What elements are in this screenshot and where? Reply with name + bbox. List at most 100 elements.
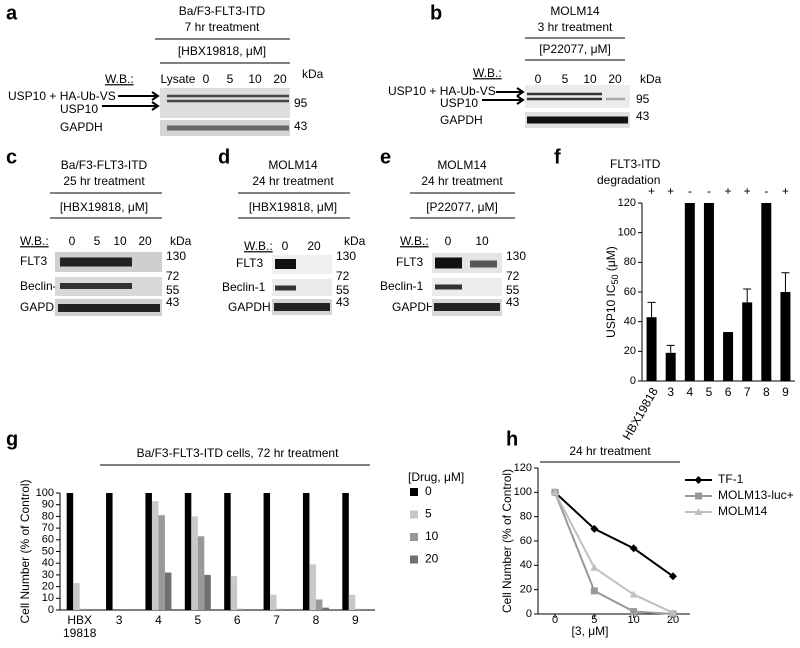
bar [348,594,356,610]
marker: 43 [336,295,350,309]
x-tick-label: HBX 19818 [63,614,97,640]
line [554,491,674,578]
row-label: FLT3 [396,255,423,269]
bar [742,302,753,381]
y-tick-label: 100 [36,487,54,499]
blot-panel-e: e MOLM14 24 hr treatment [P22077, μM] W.… [380,146,526,316]
line [554,491,674,614]
x-tick-label-box: 9 [352,614,359,627]
point [629,590,638,598]
annotation: FLT3-ITD [610,157,661,171]
panel-letter: c [6,146,17,168]
legend-marker [694,508,703,515]
x-tick-label-box: 8 [313,614,320,627]
bar [158,515,165,610]
y-tick-label: 20 [624,345,636,357]
marker: 72 [506,269,520,283]
wb: W.B.: [244,239,273,253]
marker: 72 [336,269,350,283]
panel-letter: h [506,428,518,450]
error-bar [647,301,656,318]
bar [322,607,329,610]
row-label: USP10 [440,96,478,110]
x-tick-label-box: 6 [234,614,241,627]
kda: kDa [640,72,662,86]
bar [723,332,734,381]
row-label: Beclin-1 [380,279,424,293]
sign: + [725,184,732,198]
bar [184,493,192,610]
legend-label: MOLM13-luc+ [718,488,794,502]
panel-letter: f [554,146,561,168]
lane: 0 [535,72,542,86]
legend-swatch [410,533,418,541]
x-tick-label: 4 [686,385,693,399]
x-tick-label-box: 4 [155,614,162,627]
panel-letter: g [6,428,18,450]
y-tick-label: 0 [630,375,636,387]
legend-label: 5 [425,507,432,521]
lane: 5 [562,72,569,86]
y-tick-label: 0 [526,608,532,620]
marker: 55 [506,283,520,297]
y-tick-label: 60 [520,535,532,547]
bar [703,203,714,381]
x-tick-label: HBX19818 [620,385,661,443]
row-label: GAPDH [228,300,271,314]
y-tick-label: 40 [624,316,636,328]
row-label: Beclin-1 [222,280,266,294]
x-tick-label: 5 [706,385,713,399]
band [167,94,289,103]
row-label: USP10 + HA-Ub-VS [8,89,116,103]
treatment: 7 hr treatment [185,20,260,34]
y-tick-label: 100 [618,227,636,239]
blot-panel-c: c Ba/F3-FLT3-ITD 25 hr treatment [HBX198… [6,146,192,316]
lane: 10 [583,72,597,86]
row-label: USP10 + HA-Ub-VS [388,84,496,98]
bar [761,203,772,381]
treatment: 25 hr treatment [63,174,145,188]
wb: W.B.: [105,72,134,86]
y-tick-label: 60 [624,286,636,298]
bar [263,493,271,610]
lane: 10 [248,72,262,86]
x-tick-label: 3 [115,614,123,627]
x-tick-label: 5 [591,614,597,626]
kda: kDa [302,67,324,81]
x-tick-label: 10 [628,614,640,626]
band [527,92,602,101]
arrow [102,91,160,111]
bar [145,493,152,610]
y-tick-label: 30 [42,569,54,581]
x-tick-label: 5 [194,614,202,627]
row-label: Beclin-1 [20,279,64,293]
x-tick-label: 3 [667,385,674,399]
lane: 10 [475,234,489,248]
bar [204,574,211,610]
y-tick-label: 90 [42,499,54,511]
bar [355,608,362,610]
sign: + [782,184,789,198]
blot-panel-d: d MOLM14 24 hr treatment [HBX19818, μM] … [218,146,366,315]
marker: 95 [294,96,308,110]
lane: 20 [307,239,321,253]
arrow [482,87,525,105]
drug: [HBX19818, μM] [60,200,148,214]
error-bar [743,288,752,303]
x-axis-label: [3, μM] [572,624,609,638]
row-label: GAPDH [20,300,63,314]
bar [164,572,172,610]
legend-label: 0 [425,484,432,498]
cell-line: MOLM14 [268,158,318,172]
marker: 130 [166,249,186,263]
sign: + [744,184,751,198]
y-tick-label: 20 [42,581,54,593]
legend-swatch [410,555,418,564]
y-tick-label: 0 [48,604,54,616]
drug: [P22077, μM] [539,42,611,56]
y-tick-label: 120 [514,462,532,474]
y-tick-label: 50 [42,545,54,557]
cell-line: Ba/F3-FLT3-ITD [179,4,266,18]
drug: [HBX19818, μM] [178,44,266,58]
